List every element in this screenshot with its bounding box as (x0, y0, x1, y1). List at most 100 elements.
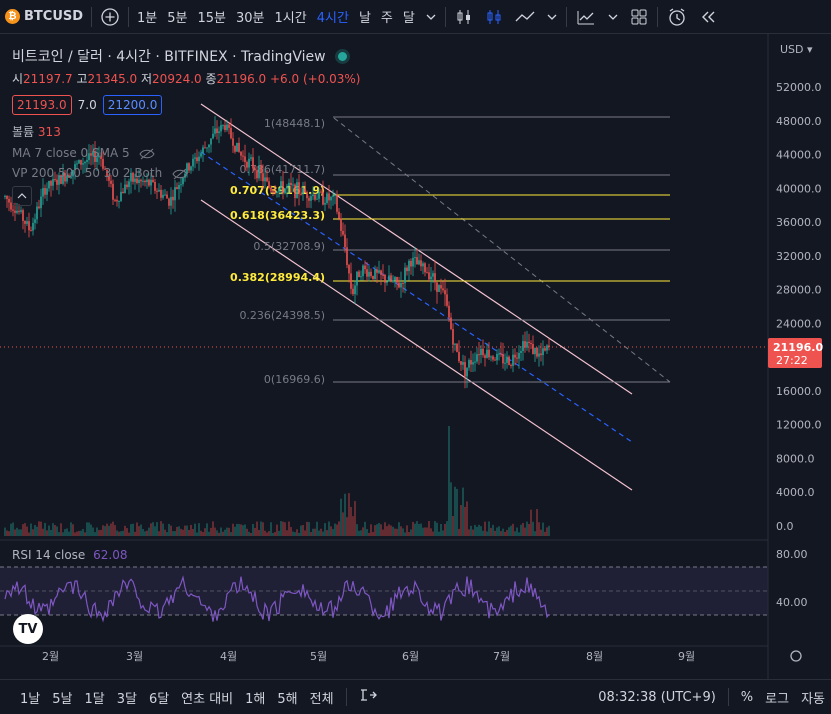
volume-bar (42, 528, 44, 536)
candle-body (160, 189, 162, 198)
volume-bar (522, 523, 524, 536)
interval-1w[interactable]: 주 (380, 11, 393, 26)
volume-bar (536, 509, 538, 536)
volume-bar (38, 521, 40, 536)
line-style-button[interactable] (509, 0, 541, 33)
collapse-legend-button[interactable] (12, 186, 32, 206)
range-5d[interactable]: 5날 (52, 691, 73, 707)
spread-value: 7.0 (77, 98, 97, 112)
volume-bar (462, 487, 464, 536)
symbol-search[interactable]: ₿ BTCUSD (0, 0, 88, 33)
replay-button[interactable] (693, 0, 723, 33)
candle-body (532, 344, 534, 355)
rsi-pane (0, 566, 768, 623)
layout-button[interactable] (624, 0, 654, 33)
volume-bar (308, 522, 310, 536)
price-chart[interactable]: 1(48448.1)0.786(41711.7)0.707(39161.9)0.… (0, 34, 831, 679)
candle-body (138, 179, 140, 184)
range-all[interactable]: 전체 (309, 691, 334, 707)
volume-bar (306, 521, 308, 536)
volume-bar (206, 523, 208, 536)
range-3m[interactable]: 3달 (116, 691, 137, 707)
trend-channels (200, 103, 671, 491)
candle-body (256, 170, 258, 179)
chart-type-dropdown[interactable] (541, 0, 563, 33)
candle-body (110, 180, 112, 184)
low-label: 저 (141, 72, 153, 86)
candle-body (252, 157, 254, 169)
fib-level-label: 1(48448.1) (264, 117, 325, 130)
candle-body (118, 200, 120, 202)
buy-price-button[interactable]: 21200.0 (102, 95, 163, 115)
rsi-tick: 80.00 (776, 548, 808, 561)
candle-body (68, 175, 70, 178)
price-tick: 44000.0 (776, 149, 822, 162)
volume-legend[interactable]: 볼륨 313 (12, 123, 361, 140)
interval-30m[interactable]: 30분 (236, 11, 265, 26)
range-1m[interactable]: 1달 (84, 691, 105, 707)
date-range-button[interactable] (353, 687, 383, 707)
candle-body (180, 184, 182, 186)
volume-bar (182, 529, 184, 536)
volume-bar (360, 530, 362, 536)
vp-legend[interactable]: VP 200 500 50 30 2 Both (12, 166, 361, 180)
volume-bar (212, 521, 214, 536)
volume-bar (186, 525, 188, 536)
candle-body (464, 362, 466, 377)
volume-bar (500, 531, 502, 536)
volume-bar (198, 523, 200, 536)
interval-1h[interactable]: 1시간 (274, 11, 307, 26)
candle-body (192, 158, 194, 167)
ohlc-values: 시21197.7 고21345.0 저20924.0 종21196.0 +6.0… (12, 70, 361, 87)
rsi-legend[interactable]: RSI 14 close 62.08 (12, 548, 128, 562)
interval-dropdown[interactable] (420, 0, 442, 33)
interval-5m[interactable]: 5분 (167, 11, 188, 26)
candle-body (6, 195, 8, 199)
interval-1d[interactable]: 날 (358, 11, 371, 26)
price-tick: 52000.0 (776, 81, 822, 94)
volume-bar (144, 531, 146, 536)
alert-button[interactable] (661, 0, 693, 33)
candle-body (274, 191, 276, 193)
range-ytd[interactable]: 연초 대비 (181, 691, 234, 707)
hollow-candles-button[interactable] (479, 0, 509, 33)
interval-1mo[interactable]: 달 (402, 11, 415, 26)
range-5y[interactable]: 5해 (277, 691, 298, 707)
auto-toggle[interactable]: 자동 (801, 691, 825, 707)
volume-bar (234, 526, 236, 536)
volume-bar (510, 525, 512, 536)
candle-body (510, 364, 512, 366)
candle-body (420, 260, 422, 267)
market-status-icon[interactable] (338, 52, 348, 61)
candle-body (248, 158, 250, 168)
ma-legend[interactable]: MA 7 close 0 SMA 5 (12, 146, 361, 160)
log-toggle[interactable]: 로그 (765, 691, 790, 707)
range-1d[interactable]: 1날 (20, 691, 41, 707)
sell-price-button[interactable]: 21193.0 (12, 95, 72, 115)
candle-body (444, 290, 446, 295)
volume-bar (472, 529, 474, 536)
percent-toggle[interactable]: % (740, 689, 754, 705)
candles-style-button[interactable] (449, 0, 479, 33)
candle-body (18, 210, 20, 212)
range-6m[interactable]: 6달 (148, 691, 170, 707)
volume-bar (456, 488, 458, 536)
clock-timezone[interactable]: 08:32:38 (UTC+9) (598, 689, 716, 705)
interval-4h[interactable]: 4시간 (316, 11, 349, 26)
hidden-eye-icon[interactable] (139, 148, 156, 160)
interval-1m[interactable]: 1분 (137, 11, 158, 26)
range-1y[interactable]: 1해 (245, 691, 266, 707)
volume-bar (330, 526, 332, 536)
interval-15m[interactable]: 15분 (197, 11, 227, 26)
candle-body (508, 356, 510, 365)
compare-symbol-button[interactable] (95, 0, 125, 33)
indicators-dropdown[interactable] (602, 0, 624, 33)
volume-bar (46, 530, 48, 536)
volume-value: 313 (37, 125, 61, 139)
hidden-eye-icon[interactable] (172, 168, 188, 180)
candle-body (140, 179, 142, 182)
indicators-button[interactable] (570, 0, 602, 33)
divider (727, 688, 729, 706)
tradingview-logo[interactable]: TV (13, 614, 43, 644)
volume-bar (316, 521, 318, 536)
